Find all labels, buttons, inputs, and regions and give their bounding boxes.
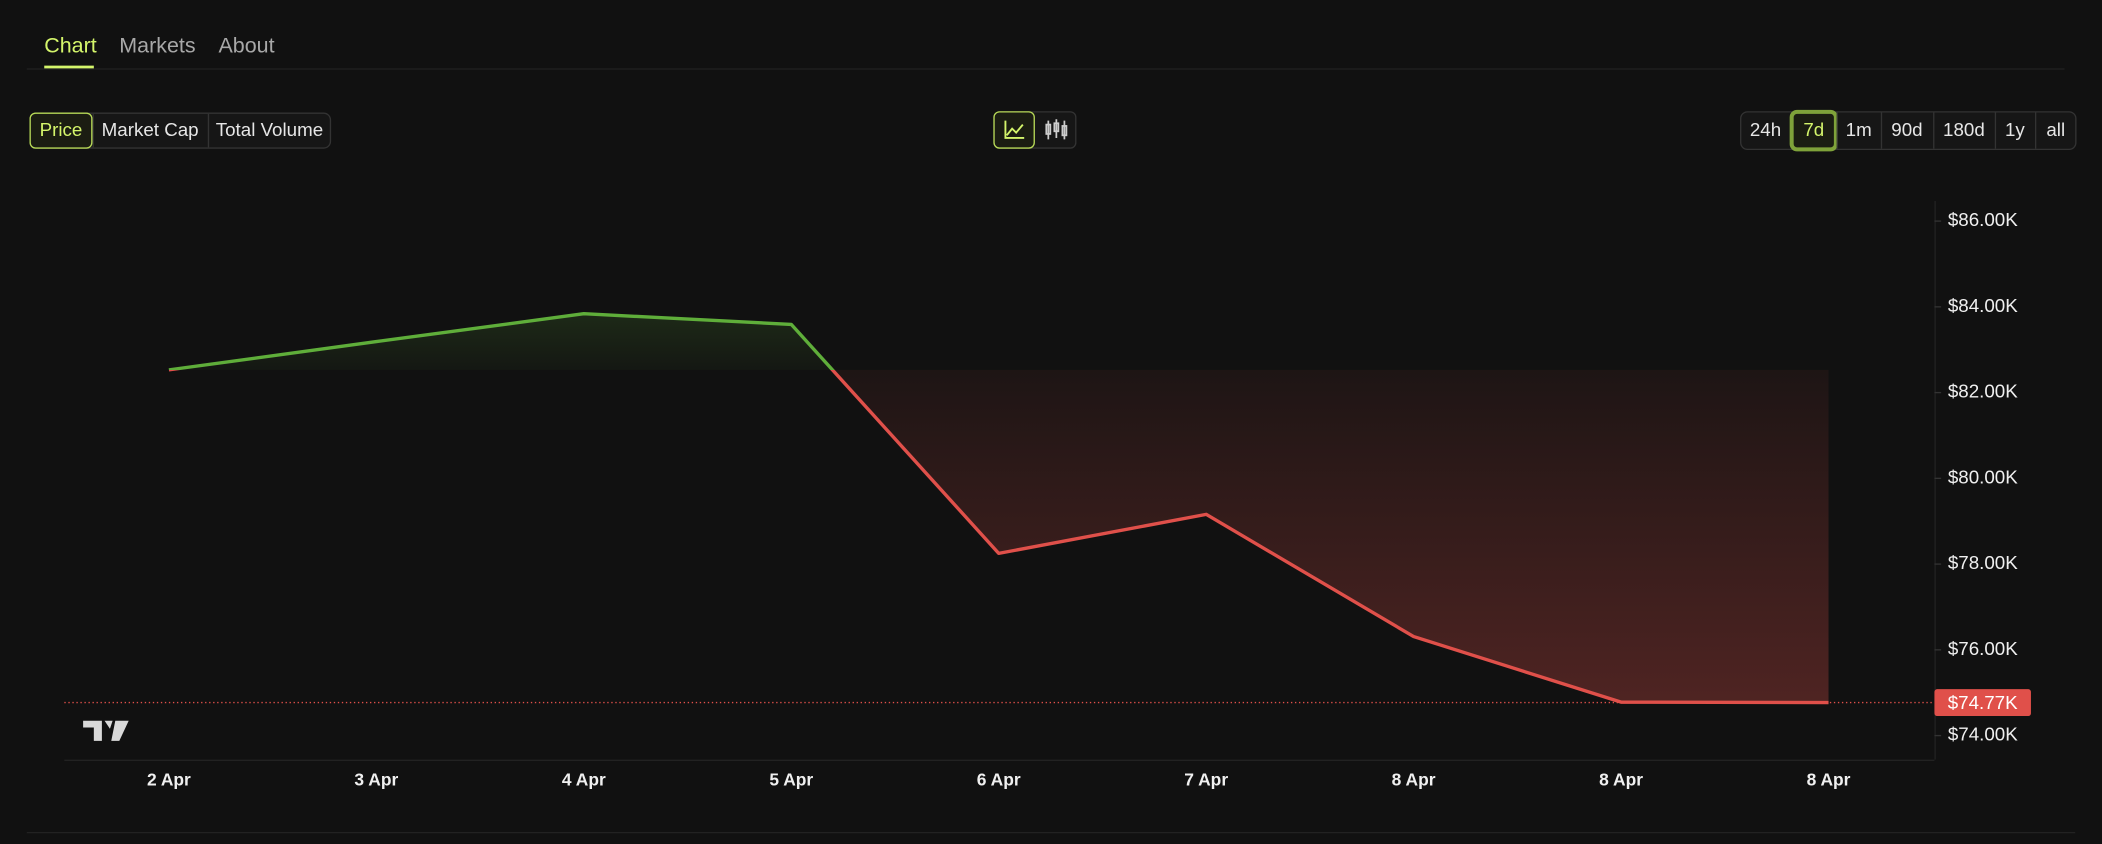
button-label[interactable]: Price (40, 119, 83, 140)
y-tick-label: $82.00K (1948, 381, 2018, 402)
button-label[interactable]: all (2046, 119, 2065, 140)
tab[interactable]: About (219, 34, 275, 58)
button-label[interactable]: 180d (1943, 119, 1985, 140)
tab[interactable]: Markets (119, 34, 195, 58)
button-label[interactable]: 90d (1891, 119, 1922, 140)
x-tick-label: 5 Apr (769, 770, 813, 790)
button-label[interactable]: Market Cap (102, 119, 199, 140)
x-tick-label: 8 Apr (1392, 770, 1436, 790)
candle-chart-button[interactable] (1045, 119, 1068, 140)
line-icon (1004, 120, 1025, 139)
y-tick-label: $84.00K (1948, 295, 2018, 316)
y-tick-label: $76.00K (1948, 638, 2018, 659)
x-tick-label: 4 Apr (562, 770, 606, 790)
x-tick-label: 8 Apr (1599, 770, 1643, 790)
button-label[interactable]: 1y (2005, 119, 2025, 140)
x-tick-label: 3 Apr (354, 770, 398, 790)
y-tick-label: $86.00K (1948, 209, 2018, 230)
tab[interactable]: Chart (44, 34, 96, 58)
y-tick-label: $74.00K (1948, 724, 2018, 745)
tradingview-logo (83, 720, 129, 741)
price-area (168, 313, 1829, 703)
x-tick-label: 8 Apr (1807, 770, 1851, 790)
x-tick-label: 2 Apr (147, 770, 191, 790)
y-tick-label: $78.00K (1948, 552, 2018, 573)
last-price-badge (1934, 689, 2031, 716)
button-label[interactable]: 1m (1846, 119, 1872, 140)
last-price-label: $74.77K (1948, 692, 2018, 713)
button-label[interactable]: Total Volume (216, 119, 323, 140)
y-tick-label: $80.00K (1948, 466, 2018, 487)
chart-style-toggle (993, 111, 1077, 149)
price-line (168, 312, 1829, 705)
active-button (1789, 109, 1838, 152)
button-label[interactable]: 24h (1750, 119, 1781, 140)
x-tick-label: 6 Apr (977, 770, 1021, 790)
active-button (29, 112, 93, 149)
x-tick-label: 7 Apr (1184, 770, 1228, 790)
button-label[interactable]: 7d (1803, 119, 1824, 140)
